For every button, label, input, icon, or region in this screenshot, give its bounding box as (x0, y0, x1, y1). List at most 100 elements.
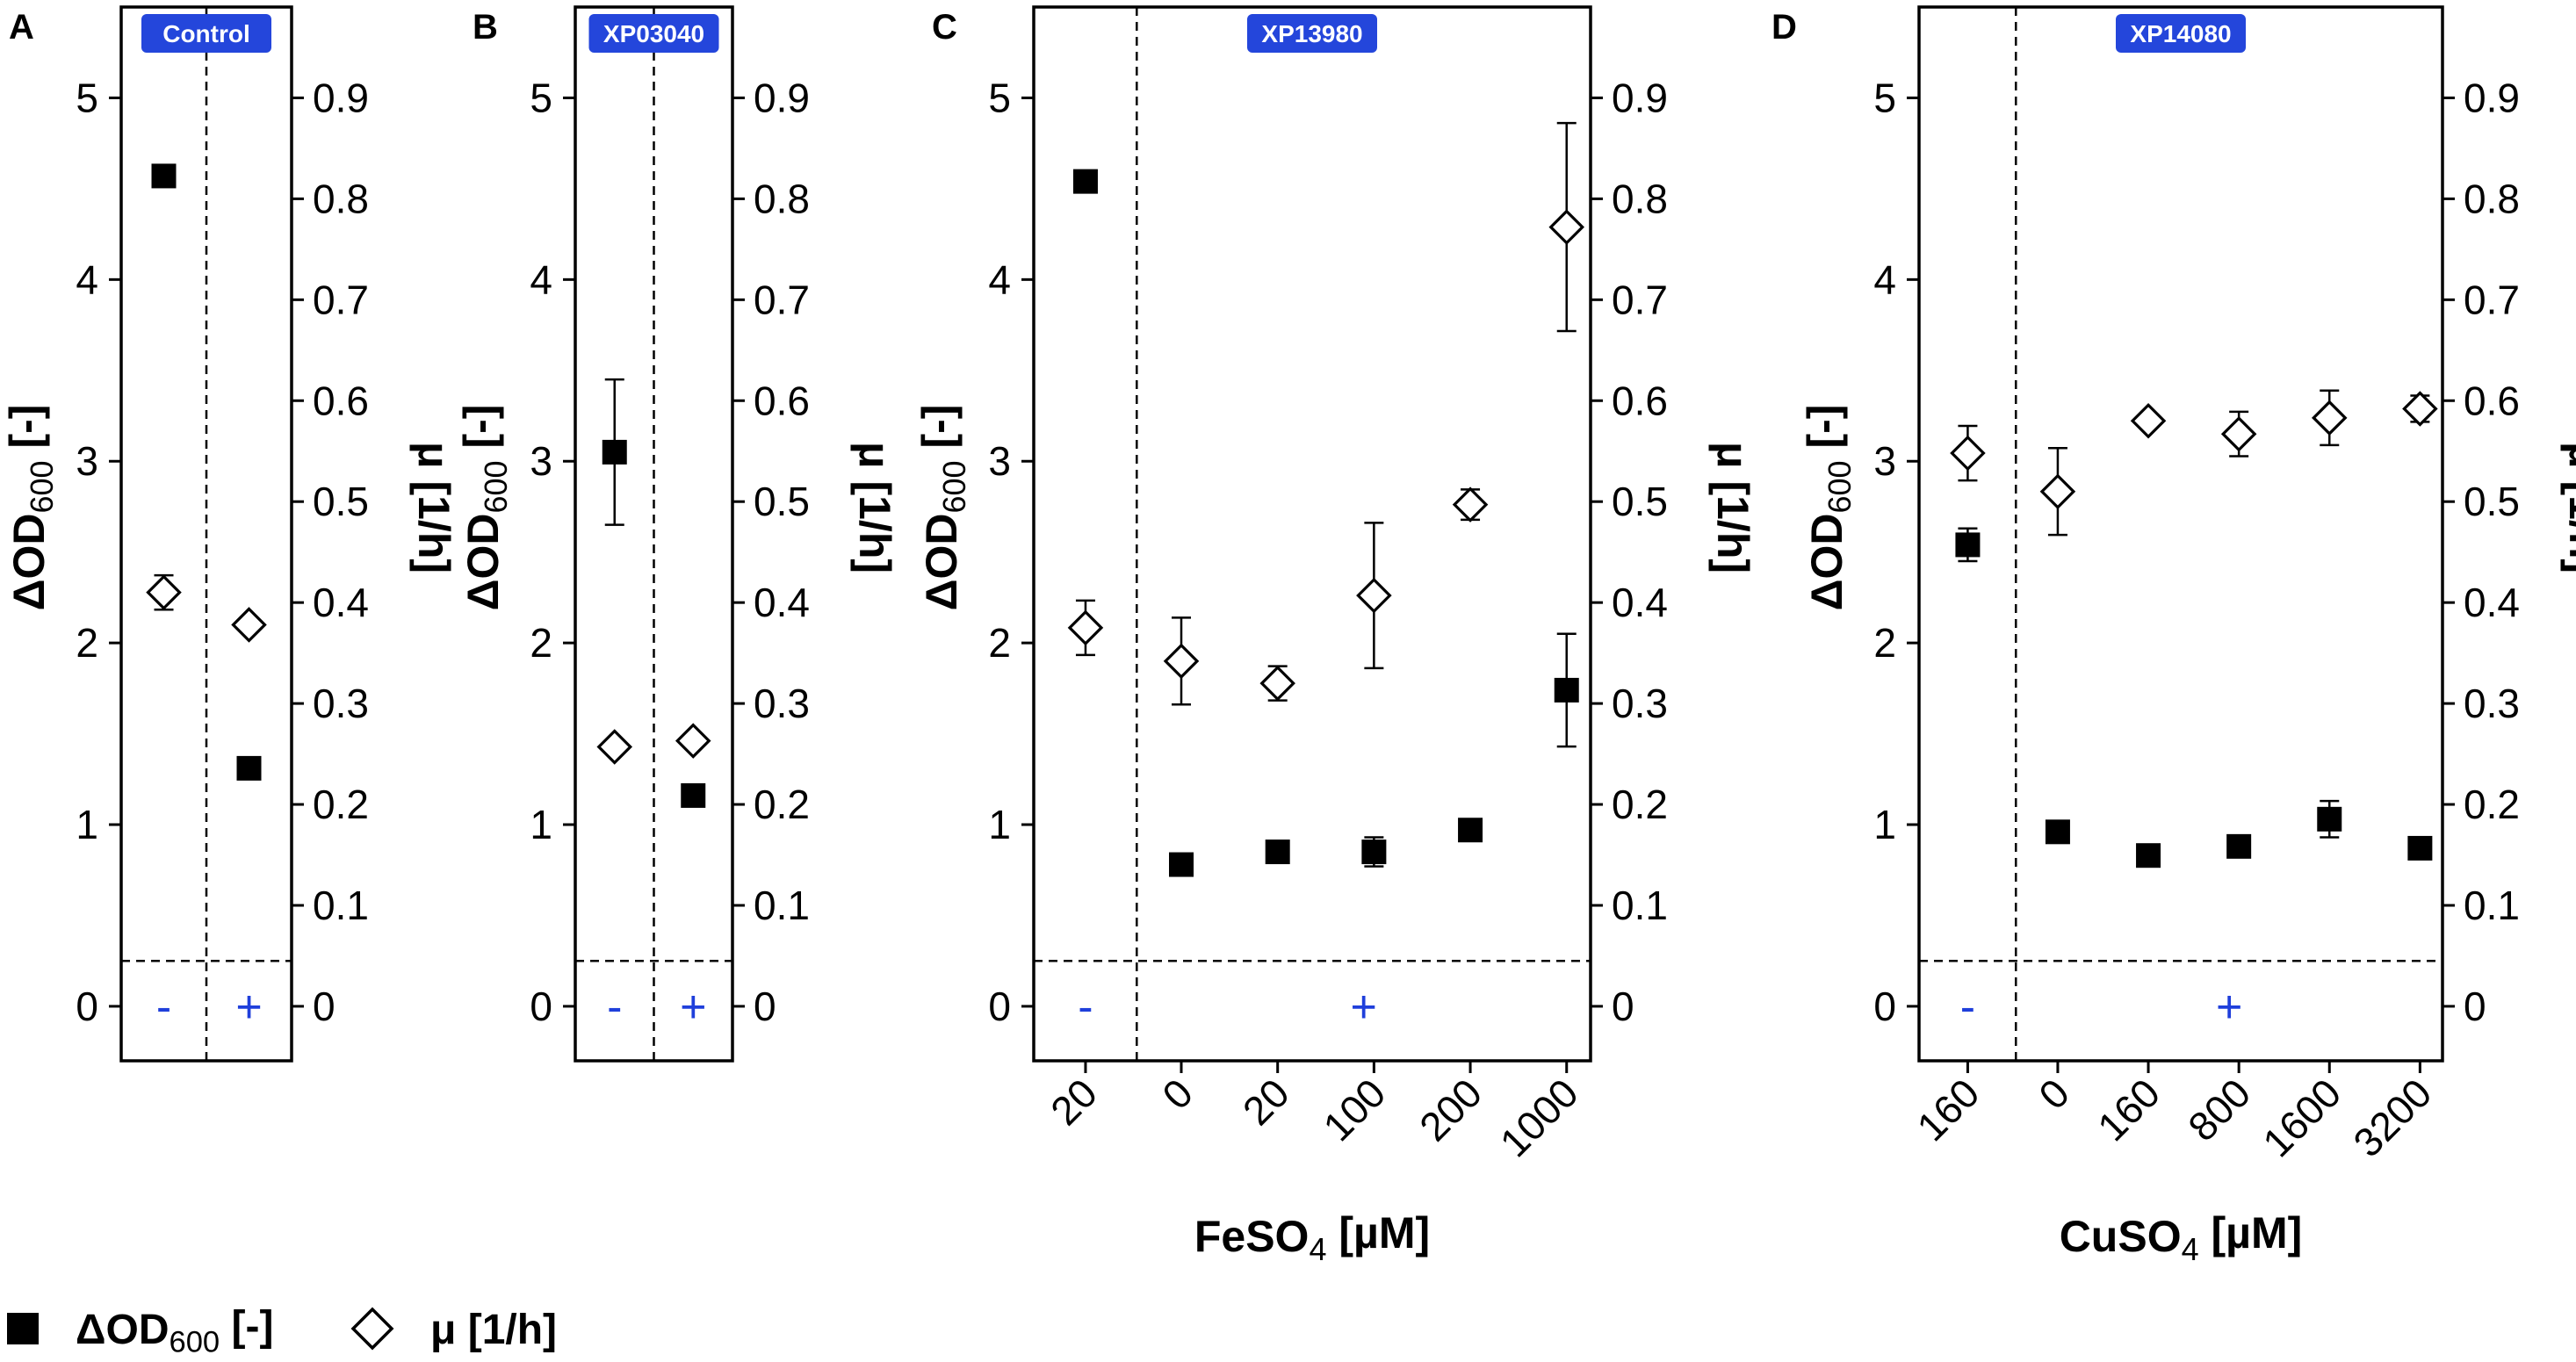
right-tick-label: 0.9 (754, 75, 810, 120)
legend-label: μ [1/h] (430, 1307, 557, 1353)
mu-point (1356, 522, 1392, 670)
panel-letter: D (1771, 8, 1797, 47)
x-tick-label: 160 (2089, 1070, 2168, 1149)
right-tick-label: 0.1 (313, 883, 369, 928)
left-axis-title: ΔOD600 [-] (913, 405, 972, 611)
diamond-marker (1548, 209, 1585, 245)
od-point (1265, 840, 1290, 865)
left-tick-label: 1 (1873, 802, 1896, 847)
right-tick-label: 0 (1612, 984, 1634, 1029)
square-marker (1265, 840, 1290, 865)
od-point (1169, 852, 1194, 877)
od-point (1072, 169, 1098, 194)
x-tick-label: 800 (2179, 1070, 2259, 1149)
x-tick-label: 200 (1411, 1070, 1490, 1149)
diamond-marker (146, 574, 182, 610)
left-tick-label: 0 (1873, 984, 1896, 1029)
strain-tag-background (588, 14, 719, 53)
panel-a: 0 1 2 3 4 5 0 0.1 0.2 0.3 0.4 0.5 0.6 0.7 0.8 0.9 ΔOD600… (1, 5, 458, 1063)
right-tick-label: 0 (754, 984, 776, 1029)
od-point (602, 378, 627, 526)
left-tick-label: 2 (988, 620, 1011, 666)
diamond-marker (1067, 609, 1104, 646)
left-tick-label: 4 (988, 256, 1011, 302)
left-tick-label: 3 (530, 438, 552, 484)
mu-point (1950, 424, 1986, 482)
group-sign: - (156, 982, 171, 1033)
mu-point (1259, 665, 1295, 702)
legend-diamond-marker (350, 1307, 394, 1351)
x-tick-label: 1000 (1491, 1070, 1587, 1165)
square-marker (2317, 806, 2342, 832)
group-sign: - (607, 982, 622, 1033)
right-tick-label: 0 (2464, 984, 2486, 1029)
square-marker (602, 439, 627, 465)
left-tick-label: 4 (530, 256, 552, 302)
strain-tag-label: XP13980 (1261, 20, 1362, 47)
right-tick-label: 0.8 (2464, 176, 2520, 221)
strain-tag: XP13980 (1247, 14, 1377, 53)
right-tick-label: 0.6 (1612, 378, 1668, 423)
x-axis-title: FeSO4 [µM] (1194, 1208, 1430, 1267)
od-point (151, 163, 177, 189)
mu-point (2039, 447, 2076, 537)
right-tick-label: 0.2 (313, 782, 369, 827)
x-tick-label: 3200 (2344, 1070, 2440, 1165)
right-tick-label: 0.6 (754, 378, 810, 423)
strain-tag-background (2116, 14, 2246, 53)
right-tick-label: 0.9 (1612, 75, 1668, 120)
od-point (1955, 527, 1981, 563)
right-tick-label: 0.7 (313, 277, 369, 322)
mu-point (231, 607, 267, 643)
right-tick-label: 0.1 (2464, 883, 2520, 928)
left-tick-label: 4 (1873, 256, 1896, 302)
square-marker (1361, 840, 1387, 865)
legend: ΔOD600 [-] μ [1/h] (7, 1303, 557, 1359)
right-tick-label: 0 (313, 984, 336, 1029)
right-tick-label: 0.5 (2464, 479, 2520, 524)
od-point (1554, 632, 1579, 748)
mu-point (2130, 403, 2167, 439)
right-tick-label: 0.5 (1612, 479, 1668, 524)
mu-point (2312, 389, 2348, 447)
right-tick-label: 0.7 (754, 277, 810, 322)
diamond-marker (2039, 473, 2076, 509)
right-tick-label: 0.9 (313, 75, 369, 120)
diamond-marker (1950, 435, 1986, 472)
left-axis-title: ΔOD600 [-] (1, 405, 60, 611)
x-tick-label: 100 (1314, 1070, 1394, 1149)
square-marker (151, 163, 177, 189)
group-sign: + (2216, 982, 2242, 1033)
left-tick-label: 2 (530, 620, 552, 666)
left-tick-label: 2 (76, 620, 98, 666)
group-sign: + (1350, 982, 1376, 1033)
diamond-marker (1452, 486, 1489, 522)
right-axis-title: μ [1/h] (850, 442, 899, 573)
left-tick-label: 5 (988, 75, 1011, 120)
left-tick-label: 1 (988, 802, 1011, 847)
od-point (1458, 818, 1483, 843)
right-tick-label: 0.2 (1612, 782, 1668, 827)
x-tick-label: 0 (1153, 1070, 1201, 1118)
od-point (2136, 843, 2161, 868)
right-axis-title: μ [1/h] (409, 442, 458, 573)
od-point (236, 755, 262, 781)
left-tick-label: 4 (76, 256, 98, 302)
right-tick-label: 0.9 (2464, 75, 2520, 120)
right-tick-label: 0.4 (313, 580, 369, 625)
mu-point (1548, 121, 1585, 333)
diamond-marker (2220, 415, 2257, 452)
right-tick-label: 0.8 (754, 176, 810, 221)
x-tick-label: 20 (1042, 1070, 1106, 1134)
group-sign: + (235, 982, 262, 1033)
group-sign: - (1078, 982, 1093, 1033)
square-marker (1169, 852, 1194, 877)
square-marker (1955, 532, 1981, 558)
diamond-marker (231, 607, 267, 643)
right-tick-label: 0.4 (2464, 580, 2520, 625)
right-tick-label: 0.5 (754, 479, 810, 524)
right-tick-label: 0.4 (1612, 580, 1668, 625)
mu-point (1452, 486, 1489, 522)
right-tick-label: 0.2 (2464, 782, 2520, 827)
